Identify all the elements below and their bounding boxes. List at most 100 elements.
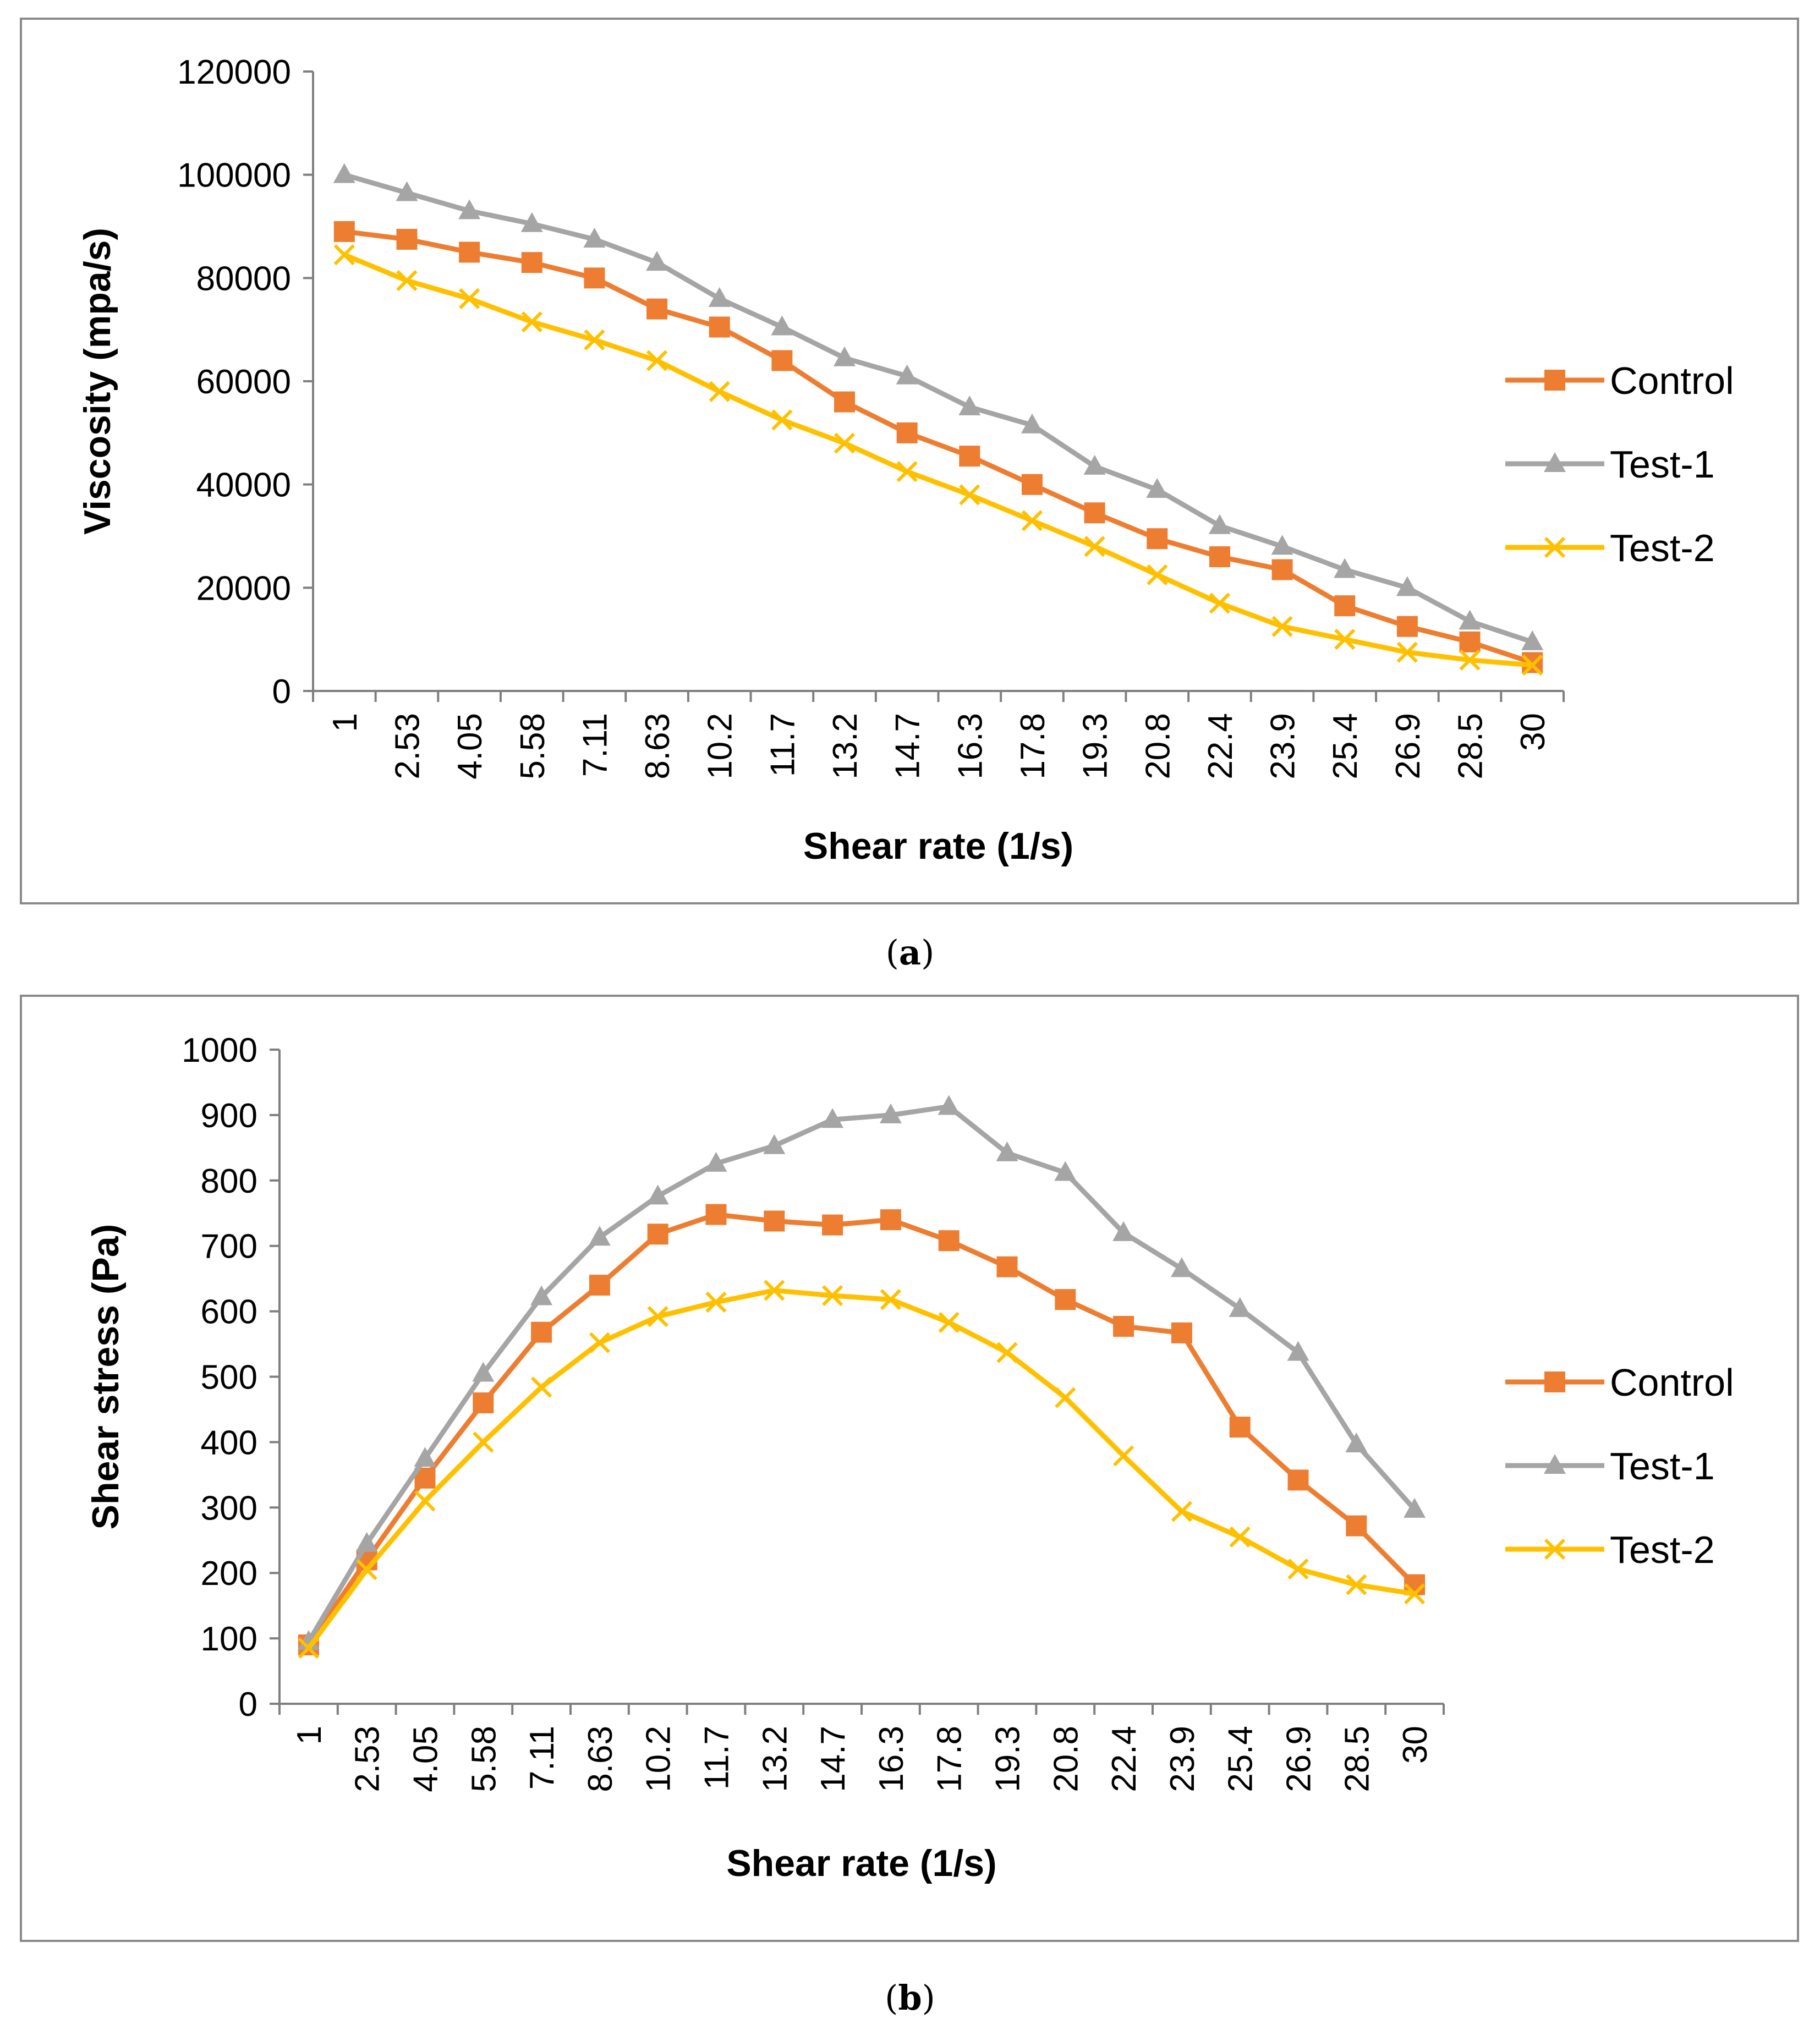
data-point-control	[1171, 1322, 1192, 1343]
x-tick-label: 19.3	[989, 1726, 1027, 1792]
x-tick-label: 5.58	[465, 1726, 503, 1792]
y-tick-label: 800	[201, 1162, 257, 1200]
data-point-control	[459, 242, 480, 263]
series-test-2	[333, 244, 1543, 676]
data-point-control	[834, 391, 856, 413]
data-point-test-1	[958, 395, 981, 415]
data-point-control	[1147, 528, 1168, 550]
series-control	[298, 1204, 1426, 1655]
y-tick-label: 300	[201, 1489, 257, 1527]
data-point-test-1	[530, 1285, 553, 1305]
data-point-test-1	[355, 1532, 378, 1552]
y-tick-label: 100	[201, 1620, 257, 1658]
data-point-test-1	[896, 364, 918, 385]
data-point-test-2	[996, 1342, 1018, 1363]
legend-marker-test-1	[1544, 452, 1566, 472]
x-tick-label: 8.63	[582, 1726, 620, 1792]
legend-label-test-1: Test-1	[1610, 443, 1715, 486]
data-point-control	[771, 350, 793, 371]
data-point-control	[959, 446, 980, 467]
shear-stress-chart: 0 100 200 300 400 500 600 700 800 900 1000 1 2.53 4.0…	[85, 1032, 1734, 1884]
data-point-test-2	[1396, 641, 1418, 663]
data-point-control	[584, 267, 605, 289]
x-tick-label: 30	[1514, 713, 1552, 751]
y-axis-title: Shear stress (Pa)	[85, 1224, 127, 1530]
x-tick-label: 26.9	[1389, 713, 1427, 780]
data-point-test-2	[1404, 1583, 1426, 1605]
data-point-control	[1084, 502, 1105, 524]
data-point-test-2	[530, 1376, 552, 1398]
data-point-test-1	[646, 1184, 669, 1205]
data-point-control	[822, 1214, 843, 1236]
x-tick-label: 22.4	[1202, 713, 1240, 780]
data-point-test-2	[396, 270, 418, 292]
data-point-test-2	[473, 1431, 494, 1453]
x-tick-label: 14.7	[889, 713, 927, 780]
y-tick-label: 500	[201, 1359, 257, 1397]
data-point-test-2	[647, 1305, 668, 1327]
y-tick-label: 700	[201, 1228, 257, 1266]
x-tick-label: 16.3	[951, 713, 989, 780]
data-point-test-1	[879, 1103, 902, 1123]
caption-b-open: (	[885, 1978, 898, 2018]
x-tick-label: 7.11	[523, 1726, 561, 1790]
x-tick-label: 8.63	[639, 713, 677, 780]
y-axis-title: Viscosity (mpa/s)	[76, 228, 118, 535]
data-point-test-2	[959, 484, 980, 506]
data-point-test-2	[896, 461, 918, 482]
data-point-test-2	[1084, 536, 1105, 557]
x-tick-label: 7.11	[576, 713, 614, 777]
x-tick-label: 17.8	[931, 1726, 969, 1792]
data-point-test-1	[1404, 1497, 1426, 1518]
legend-label-control: Control	[1610, 1361, 1734, 1404]
legend-marker-test-1	[1544, 1454, 1566, 1474]
x-tick-label: 14.7	[814, 1726, 852, 1792]
x-tick-label: 26.9	[1280, 1726, 1318, 1792]
data-point-test-1	[938, 1095, 960, 1115]
y-tick-label: 100000	[177, 157, 291, 195]
y-tick-label: 1000	[182, 1032, 257, 1069]
data-point-control	[521, 252, 542, 273]
data-point-test-1	[458, 199, 481, 220]
data-point-test-1	[1334, 558, 1356, 578]
y-tick-label: 400	[201, 1424, 257, 1462]
caption-a: (a)	[0, 932, 1820, 973]
y-tick-label: 20000	[196, 569, 291, 607]
x-tick-label: 25.4	[1326, 713, 1364, 780]
data-point-test-2	[584, 329, 605, 351]
data-point-test-2	[646, 350, 668, 371]
data-point-control	[1459, 631, 1481, 652]
data-point-control	[647, 1224, 668, 1245]
data-point-test-2	[938, 1312, 960, 1333]
x-axis-title: Shear rate (1/s)	[803, 825, 1073, 867]
y-tick-label: 600	[201, 1293, 257, 1331]
x-tick-label: 2.53	[349, 1726, 387, 1792]
data-point-test-1	[414, 1447, 436, 1467]
x-tick-label: 4.05	[451, 713, 489, 780]
data-point-control	[1113, 1315, 1134, 1337]
legend-label-test-1: Test-1	[1610, 1445, 1715, 1488]
data-point-test-1	[708, 287, 731, 307]
data-point-test-1	[1021, 413, 1043, 434]
x-tick-label: 13.2	[756, 1726, 794, 1792]
x-tick-label: 28.5	[1452, 713, 1490, 780]
data-point-control	[938, 1230, 960, 1252]
data-point-control	[896, 422, 918, 443]
x-tick-label: 4.05	[407, 1726, 445, 1792]
data-point-test-2	[705, 1291, 727, 1313]
data-point-control	[473, 1392, 494, 1414]
data-point-test-1	[771, 315, 793, 336]
series-line-test-1	[342, 172, 1535, 645]
data-point-test-1	[834, 346, 856, 366]
data-point-test-2	[298, 1637, 320, 1659]
caption-a-letter: a	[898, 932, 922, 973]
x-tick-label: 20.8	[1047, 1726, 1085, 1792]
y-tick-label: 900	[201, 1097, 257, 1135]
y-tick-label: 0	[239, 1686, 257, 1724]
x-axis-title: Shear rate (1/s)	[726, 1842, 996, 1884]
data-point-test-2	[1287, 1558, 1309, 1580]
y-tick-label: 60000	[196, 363, 291, 401]
data-point-test-1	[520, 212, 543, 232]
x-tick-label: 11.7	[764, 713, 802, 777]
x-tick-label: 20.8	[1139, 713, 1177, 780]
